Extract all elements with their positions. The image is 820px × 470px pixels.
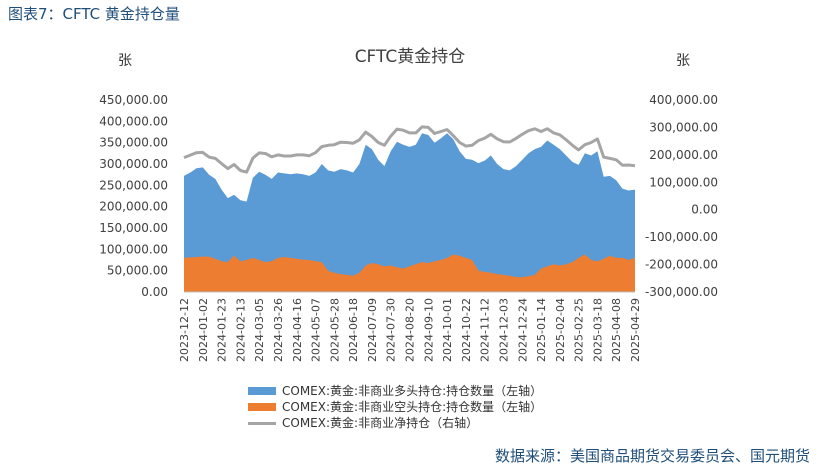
x-axis-tick-label: 2024-05-28 [328, 298, 341, 362]
x-axis-tick-label: 2024-03-05 [253, 298, 266, 362]
x-axis-tick-label: 2024-11-12 [479, 298, 492, 362]
x-axis-tick-label: 2023-12-12 [178, 298, 191, 362]
right-axis-tick-label: -200,000.00 [645, 258, 718, 272]
left-axis-tick-label: 150,000.00 [99, 221, 168, 235]
x-axis-tick-label: 2024-08-20 [404, 298, 417, 362]
right-axis-tick-label: 300,000.00 [649, 120, 718, 134]
series-area-long [184, 133, 635, 292]
left-axis-tick-label: 250,000.00 [99, 178, 168, 192]
left-axis-tick-label: 350,000.00 [99, 136, 168, 150]
legend-label-long: COMEX:黄金:非商业多头持仓:持仓数量（左轴） [282, 384, 543, 398]
left-axis-tick-label: 400,000.00 [99, 114, 168, 128]
x-axis-tick-label: 2024-09-10 [422, 298, 435, 362]
x-axis-tick-label: 2024-10-01 [441, 298, 454, 362]
legend-swatch-short [248, 403, 276, 411]
x-axis-tick-label: 2025-04-29 [629, 298, 642, 362]
right-axis-tick-label: 400,000.00 [649, 93, 718, 107]
left-axis-unit: 张 [118, 53, 132, 69]
x-axis-tick-label: 2024-01-02 [197, 298, 210, 362]
x-axis-tick-label: 2024-03-26 [272, 298, 285, 362]
left-axis-tick-label: 200,000.00 [99, 200, 168, 214]
legend-swatch-long [248, 387, 276, 395]
x-axis-tick-label: 2024-05-07 [310, 298, 323, 362]
x-axis-tick-label: 2024-06-18 [347, 298, 360, 362]
x-axis-tick-label: 2025-04-08 [610, 298, 623, 362]
legend: COMEX:黄金:非商业多头持仓:持仓数量（左轴） COMEX:黄金:非商业空头… [248, 383, 542, 431]
legend-item-short: COMEX:黄金:非商业空头持仓:持仓数量（左轴） [248, 399, 542, 415]
x-axis-tick-label: 2024-04-16 [291, 298, 304, 362]
line-layer [183, 125, 636, 174]
right-axis-tick-label: 100,000.00 [649, 175, 718, 189]
x-axis-tick-label: 2024-01-23 [216, 298, 229, 362]
left-axis-tick-label: 0.00 [141, 285, 168, 299]
left-axis-tick-label: 50,000.00 [107, 264, 168, 278]
legend-item-net: COMEX:黄金:非商业净持仓（右轴） [248, 415, 542, 431]
x-axis-tick-label: 2024-07-30 [385, 298, 398, 362]
left-axis-tick-label: 450,000.00 [99, 93, 168, 107]
left-axis-tick-label: 100,000.00 [99, 242, 168, 256]
x-axis-tick-label: 2024-02-13 [234, 298, 247, 362]
right-axis-tick-label: 0.00 [691, 203, 718, 217]
x-axis-tick-label: 2025-01-14 [535, 298, 548, 362]
x-axis-tick-label: 2025-03-18 [591, 298, 604, 362]
right-axis-tick-label: 200,000.00 [649, 148, 718, 162]
chart-title: CFTC黄金持仓 [354, 47, 466, 67]
legend-label-net: COMEX:黄金:非商业净持仓（右轴） [282, 416, 479, 430]
legend-label-short: COMEX:黄金:非商业空头持仓:持仓数量（左轴） [282, 400, 543, 414]
legend-swatch-net [248, 421, 276, 425]
area-layer [184, 133, 635, 292]
right-axis-tick-label: -300,000.00 [645, 285, 718, 299]
x-axis-tick-label: 2024-12-03 [497, 298, 510, 362]
series-line-net [183, 125, 636, 174]
right-axis-tick-label: -100,000.00 [645, 230, 718, 244]
source-note: 数据来源：美国商品期货交易委员会、国元期货 [494, 447, 810, 465]
right-axis-unit: 张 [676, 53, 690, 69]
left-axis-tick-label: 300,000.00 [99, 157, 168, 171]
axis-layer: 0.00 50,000.00 100,000.00 150,000.00 200,000… [99, 93, 718, 362]
series-area-short [184, 254, 635, 292]
figure-caption: 图表7：CFTC 黄金持仓量 [8, 5, 180, 23]
x-axis-tick-label: 2024-07-09 [366, 298, 379, 362]
legend-item-long: COMEX:黄金:非商业多头持仓:持仓数量（左轴） [248, 383, 542, 399]
x-axis-tick-label: 2024-12-24 [516, 298, 529, 362]
x-axis-tick-label: 2024-10-22 [460, 298, 473, 362]
x-axis-tick-label: 2025-02-04 [554, 298, 567, 362]
x-axis-tick-label: 2025-02-25 [573, 298, 586, 362]
